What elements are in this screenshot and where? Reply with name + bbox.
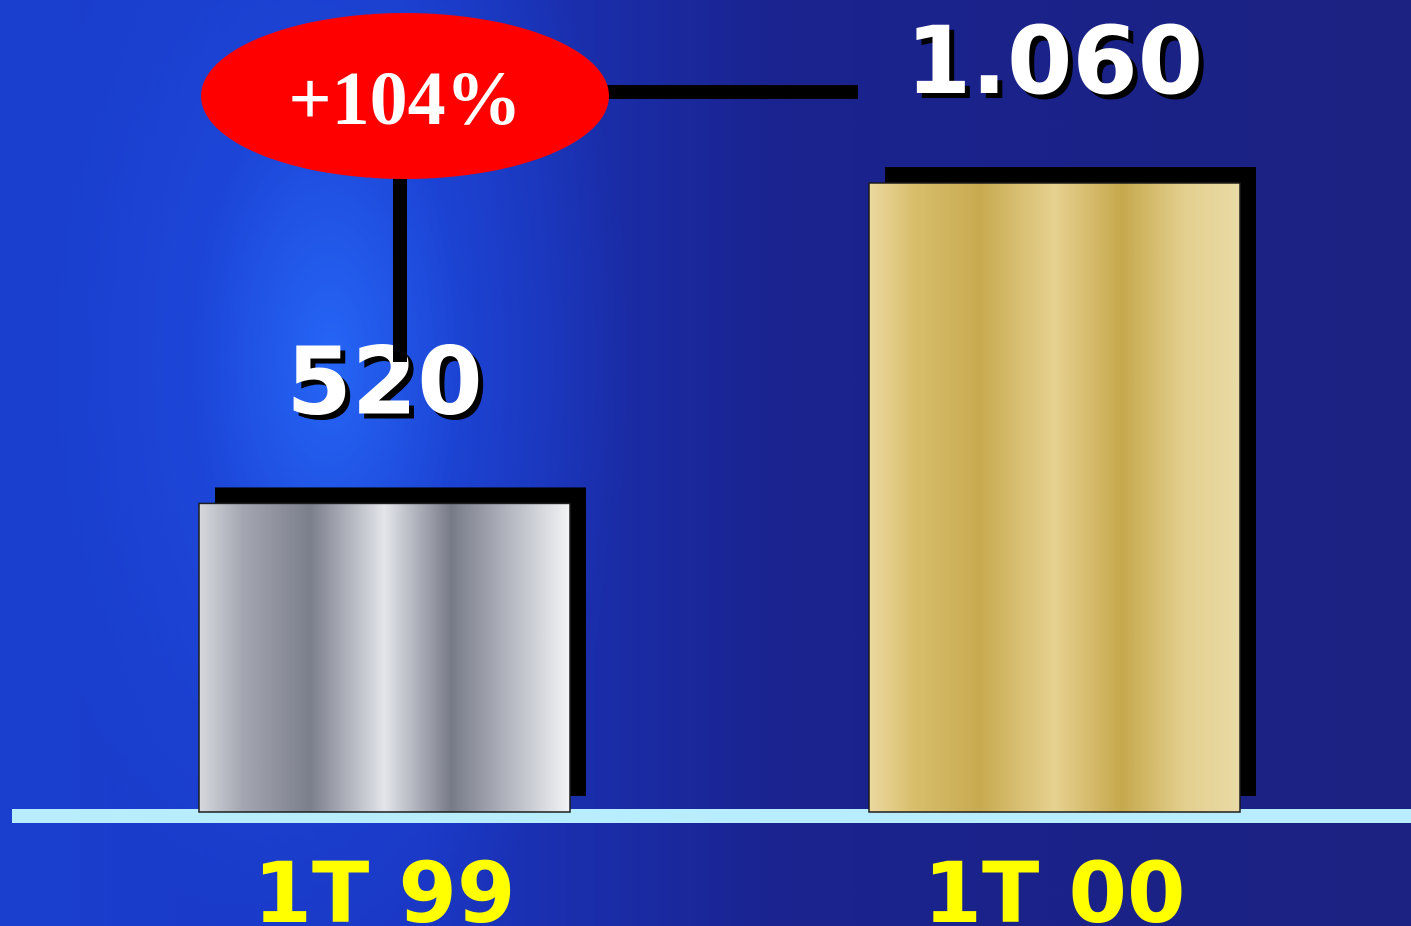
bar-1t-00 [868, 182, 1241, 813]
value-label-shadow: 520 [291, 332, 487, 441]
bar-1t-99 [198, 502, 571, 813]
growth-badge [201, 13, 609, 179]
category-label: 1T 99 [254, 844, 516, 926]
growth-badge-label: +104% [288, 57, 521, 141]
category-label: 1T 00 [924, 844, 1186, 926]
value-label-shadow: 1.060 [911, 12, 1208, 121]
value-label: 520 [286, 327, 482, 436]
value-label: 1.060 [906, 7, 1203, 116]
